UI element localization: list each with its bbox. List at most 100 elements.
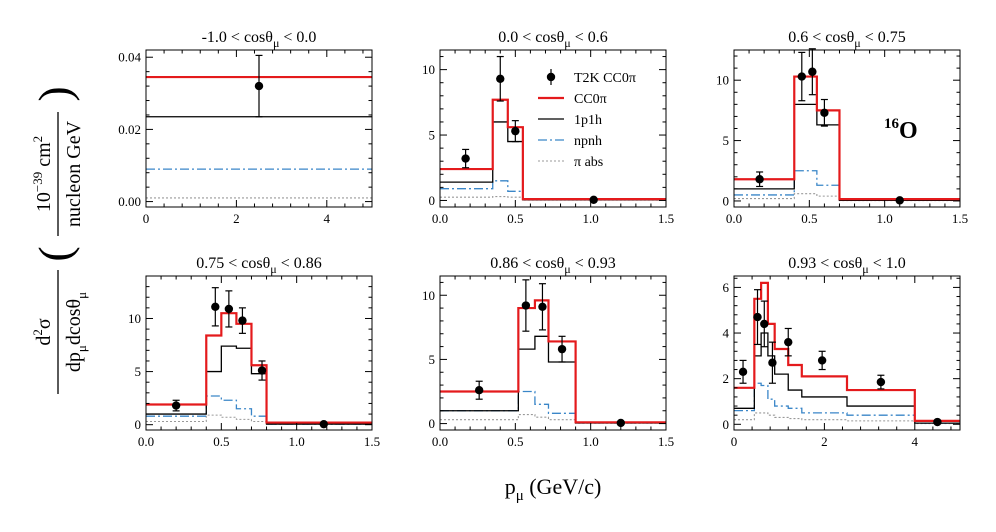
y-tick-label: 10	[422, 62, 435, 77]
y-tick-label: 5	[135, 364, 142, 379]
data-marker	[521, 301, 531, 310]
y-tick-label: 5	[723, 133, 730, 148]
data-point	[474, 380, 484, 400]
data-marker	[589, 195, 598, 205]
data-marker	[511, 126, 520, 136]
y-axis-right-paren: )	[29, 86, 80, 101]
panel-5: 0.0 0.5 1.0 1.5 0 5 10 0.86 < cosθμ < 0.93	[422, 255, 674, 449]
data-marker	[755, 175, 764, 184]
data-point	[496, 55, 505, 102]
data-point	[538, 283, 547, 331]
data-marker	[474, 386, 484, 395]
data-point	[238, 307, 247, 334]
data-marker	[319, 419, 328, 429]
data-point	[511, 120, 520, 143]
data-marker	[461, 154, 470, 163]
y-tick-label: 10	[128, 311, 141, 326]
y-tick-label: 0.00	[118, 194, 141, 209]
data-point	[797, 51, 806, 102]
y-tick-label: 2	[723, 371, 730, 386]
data-point	[768, 341, 777, 384]
hist-cc0pi	[440, 98, 666, 201]
x-tick-label: 4	[912, 434, 919, 449]
data-point	[760, 300, 769, 348]
y-tick-label: 10	[422, 288, 435, 303]
hist-cc0pi	[734, 281, 960, 422]
x-tick-label: 1.0	[583, 211, 599, 226]
y-axis-units: ( 10−39 cm2 nucleon GeV )	[29, 86, 85, 261]
data-point	[521, 279, 531, 332]
data-point	[257, 360, 267, 381]
y-tick-label: 0	[429, 416, 436, 431]
y-tick-label: 6	[723, 280, 730, 295]
data-point	[820, 98, 829, 127]
y-tick-label: 0	[723, 193, 730, 208]
panel-4: 0.0 0.5 1.0 1.5 0 5 10 0.75 < cosθμ < 0.86	[128, 255, 380, 449]
legend-label: T2K CC0π	[574, 71, 636, 86]
legend-label: 1p1h	[574, 113, 602, 128]
hist-p1h	[734, 103, 960, 202]
y-axis-units-denominator: nucleon GeV	[63, 120, 85, 227]
data-point	[755, 171, 764, 188]
x-tick-label: 1.0	[583, 434, 599, 449]
panel-3: 0.0 0.5 1.0 1.5 0 5 10 0.6 < cosθμ < 0.75 16O	[716, 29, 968, 226]
x-tick-label: 0.0	[432, 434, 448, 449]
plot-frame	[145, 275, 373, 431]
data-marker	[557, 344, 567, 354]
x-tick-label: 0.0	[138, 434, 154, 449]
data-marker	[171, 401, 181, 410]
data-point	[616, 418, 625, 428]
y-tick-label: 0	[429, 193, 436, 208]
x-tick-label: 0.0	[726, 211, 742, 226]
x-tick-label: 0.0	[432, 211, 448, 226]
plot-frame	[145, 49, 373, 208]
y-tick-label: 0.02	[118, 122, 141, 137]
x-tick-label: 4	[324, 211, 331, 226]
panel-1: 0 2 4 0.00 0.02 0.04 -1.0 < cosθμ < 0.0	[118, 29, 373, 226]
y-axis-units-numerator: 10−39 cm2	[30, 136, 55, 212]
legend-label: π abs	[574, 155, 603, 170]
panel-title: 0.75 < cosθμ < 0.86	[196, 255, 321, 276]
data-marker	[820, 108, 829, 118]
x-tick-label: 0	[143, 211, 150, 226]
panel-title: 0.6 < cosθμ < 0.75	[788, 29, 905, 50]
x-tick-label: 2	[821, 434, 828, 449]
data-marker	[768, 358, 777, 367]
hist-piabs	[734, 412, 960, 425]
x-tick-label: 1.5	[952, 211, 968, 226]
data-marker	[224, 304, 234, 314]
panel-title: -1.0 < cosθμ < 0.0	[202, 29, 317, 50]
data-point	[753, 289, 762, 346]
data-point	[557, 335, 567, 363]
x-tick-label: 1.5	[658, 434, 674, 449]
data-point	[784, 327, 793, 357]
y-tick-label: 10	[716, 73, 729, 88]
data-marker	[817, 356, 827, 365]
plot-frame	[733, 275, 961, 431]
data-marker	[753, 312, 762, 322]
hist-p1h	[734, 332, 960, 424]
panel-2: 0.0 0.5 1.0 1.5 0 5 10 0.0 < cosθμ < 0.6 T2K CC0…	[422, 29, 674, 226]
data-marker	[496, 74, 505, 83]
legend-label: npnh	[574, 134, 602, 149]
data-point	[895, 196, 904, 205]
legend: T2K CC0π CC0π 1p1h npnh π abs	[538, 69, 636, 170]
y-axis-differential: d2σ dpμdcosθμ	[30, 270, 89, 394]
x-tick-label: 1.0	[877, 211, 893, 226]
panel-6: 0 2 4 0 2 4 6 0.93 < cosθμ < 1.0	[723, 255, 961, 449]
data-marker	[538, 302, 547, 311]
panel-title: 0.93 < cosθμ < 1.0	[788, 255, 905, 276]
y-tick-label: 0	[723, 417, 730, 432]
data-marker	[257, 366, 267, 375]
data-marker	[760, 319, 769, 329]
panels-group: 0 2 40.000.020.04-1.0 < cosθμ < 0.00.0 0.5 1…	[118, 29, 968, 449]
plot-frame	[439, 49, 667, 208]
data-point	[738, 359, 748, 384]
plot-frame	[733, 49, 961, 208]
data-point	[808, 48, 817, 96]
x-tick-label: 1.5	[658, 211, 674, 226]
legend-entry-piabs: π abs	[538, 155, 603, 170]
data-marker	[254, 81, 264, 91]
y-axis-left-paren: (	[29, 246, 80, 261]
